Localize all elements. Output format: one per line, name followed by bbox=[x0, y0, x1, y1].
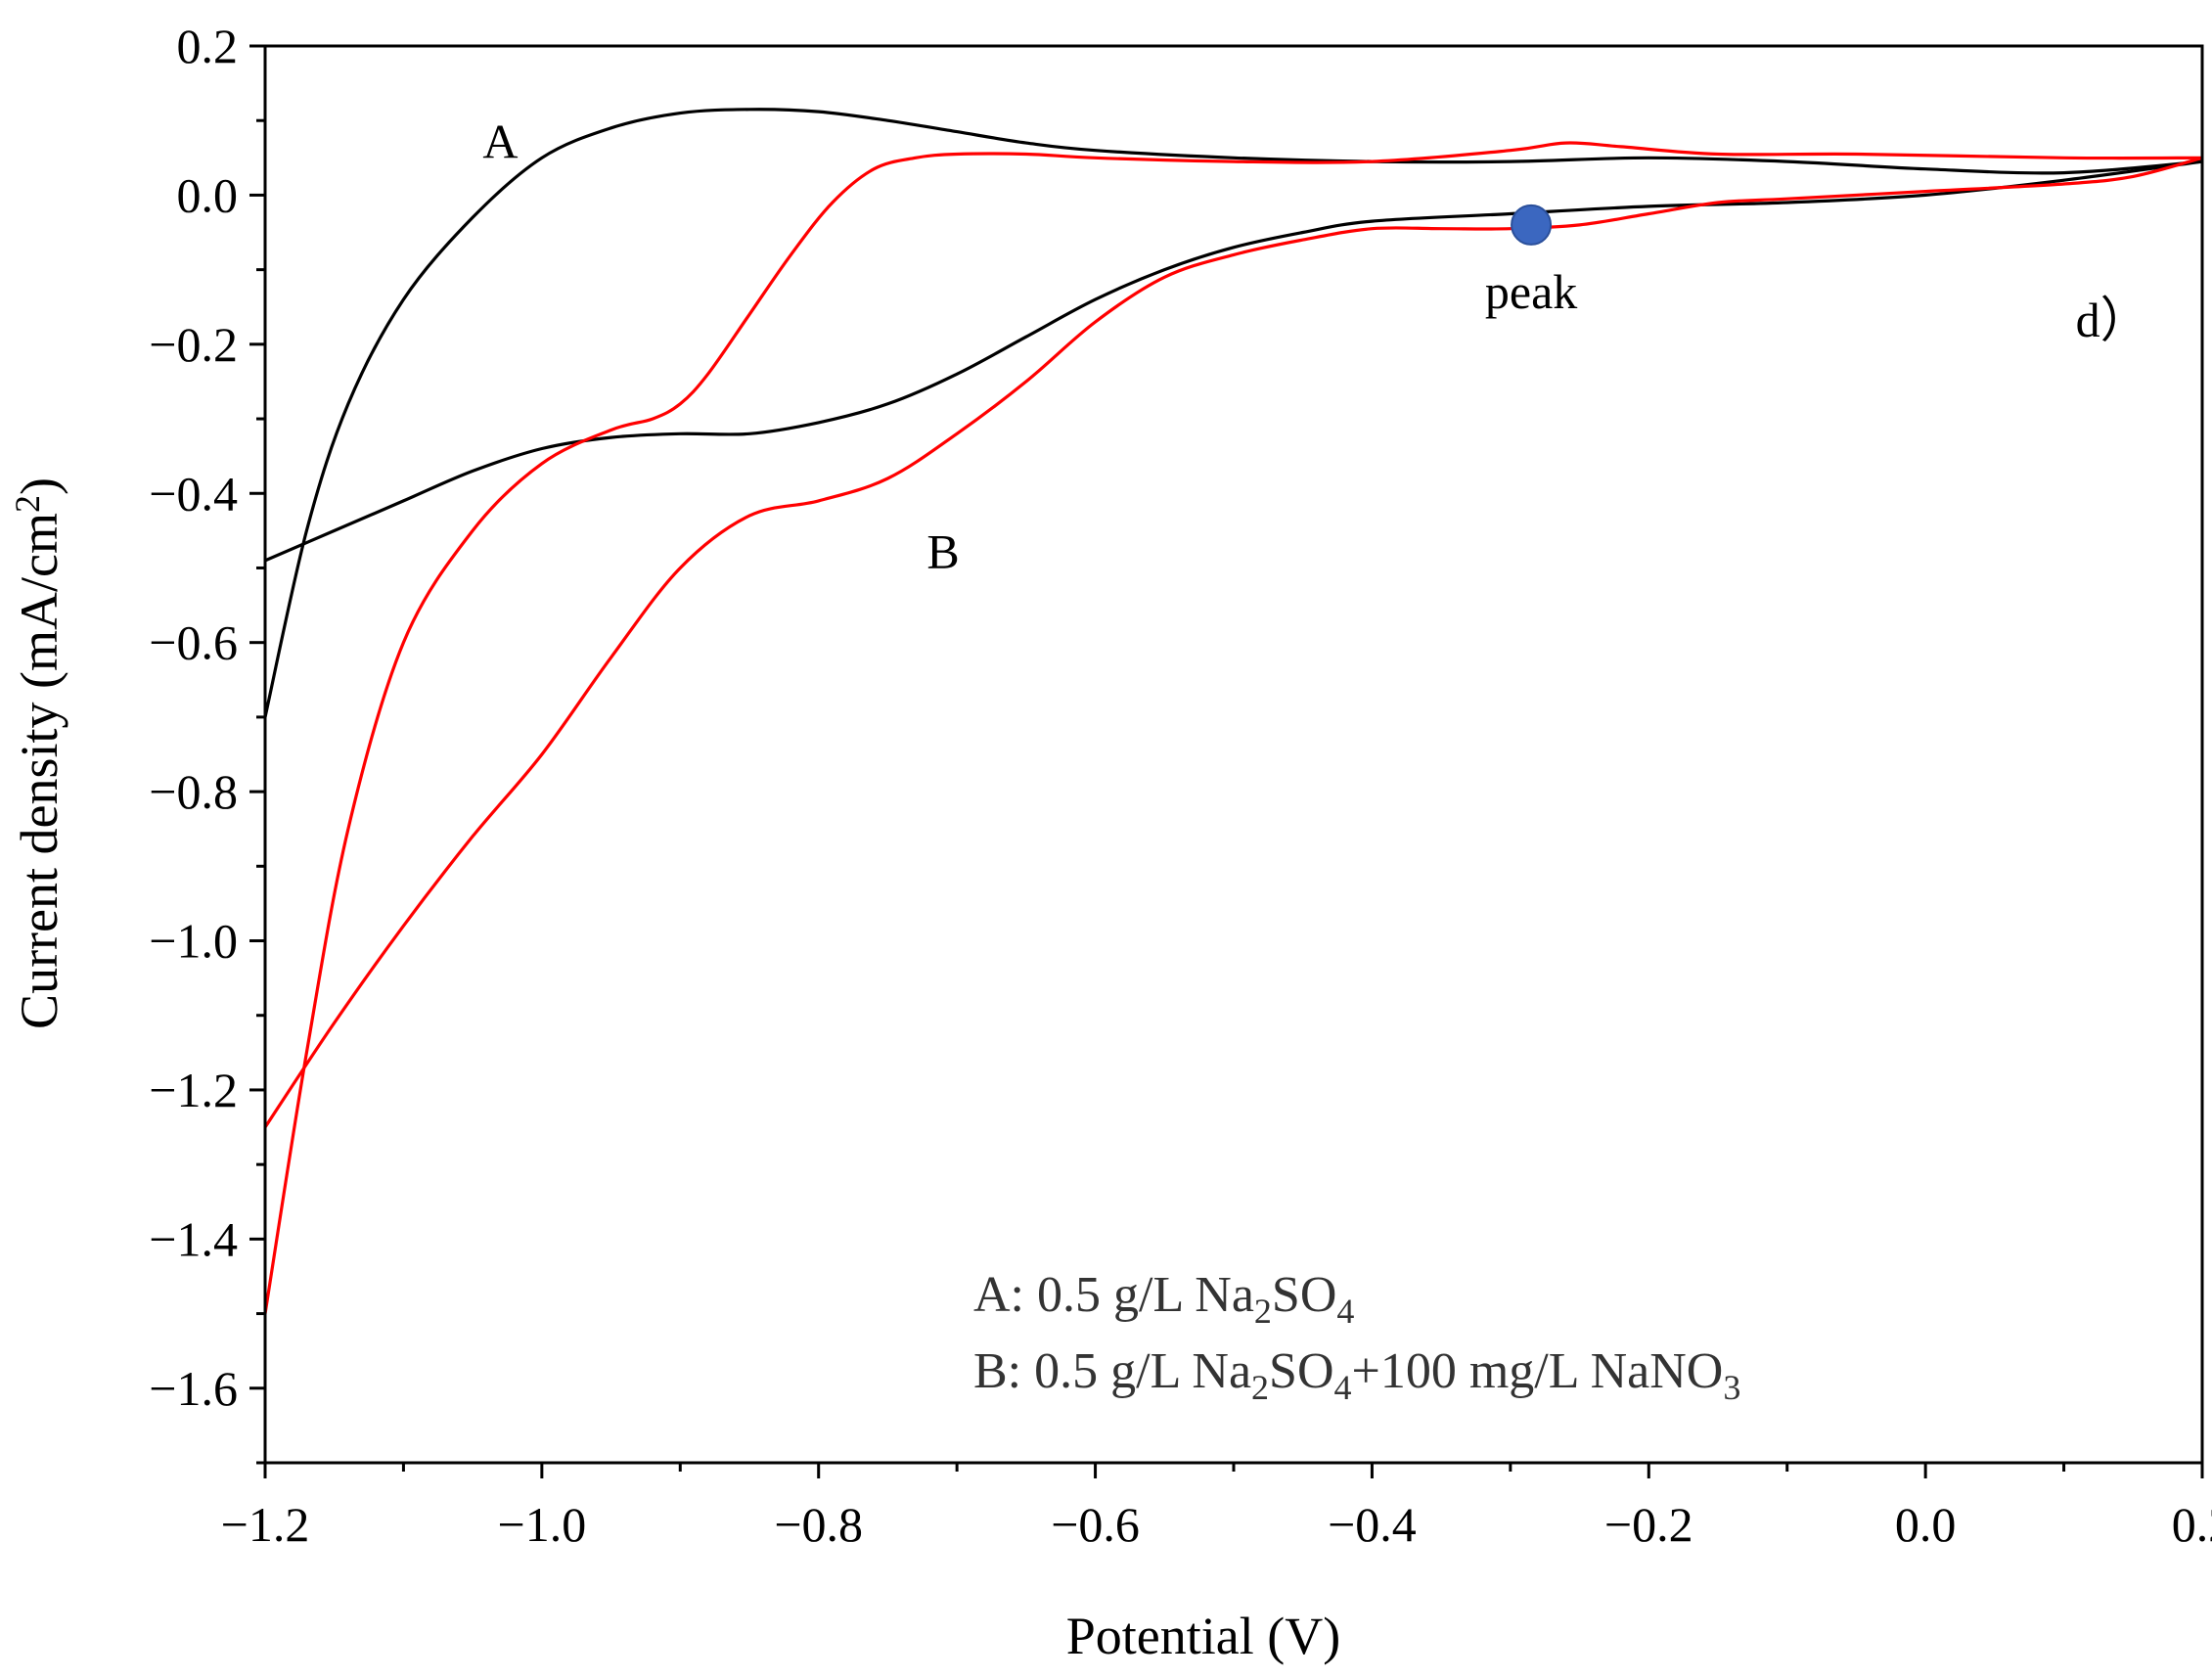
legend-subscript: 2 bbox=[1251, 1368, 1269, 1407]
legend-text-part: SO bbox=[1269, 1343, 1333, 1399]
legend-subscript: 4 bbox=[1334, 1368, 1352, 1407]
y-axis-title-sup: 2 bbox=[8, 495, 47, 513]
series-B-line-reverse bbox=[265, 156, 2202, 1129]
x-tick-label: −0.2 bbox=[1604, 1497, 1693, 1552]
x-tick-label: −0.8 bbox=[774, 1497, 863, 1552]
x-tick-label: −0.6 bbox=[1051, 1497, 1140, 1552]
y-tick-label: 0.0 bbox=[177, 167, 239, 222]
curve-label-annotation: d） bbox=[2076, 293, 2149, 347]
series-A-line-reverse bbox=[265, 159, 2202, 563]
y-tick-label: −0.6 bbox=[149, 615, 238, 670]
tick-layer: −1.2 −1.0 −0.8 −0.6 −0.4 −0.2 0.0 0.2 0.2 0.0 −0.2… bbox=[149, 19, 2212, 1552]
curve-label-annotation: B bbox=[926, 523, 959, 578]
y-tick-label: −0.4 bbox=[149, 466, 238, 521]
peak-label: peak bbox=[1485, 264, 1577, 319]
series-B-line-forward bbox=[265, 141, 2202, 1316]
y-axis-title-main: Current density (mA/cm bbox=[10, 513, 68, 1029]
x-tick-label: 0.2 bbox=[2172, 1497, 2212, 1552]
y-tick-label: −1.0 bbox=[149, 914, 238, 969]
x-tick-label: 0.0 bbox=[1895, 1497, 1957, 1552]
y-axis-title: Current density (mA/cm2) bbox=[8, 477, 68, 1029]
y-tick-label: −1.2 bbox=[149, 1063, 238, 1117]
annotation-layer: A Bd） peak bbox=[482, 113, 2148, 578]
x-tick-label: −0.4 bbox=[1328, 1497, 1417, 1552]
x-axis-title: Potential (V) bbox=[1066, 1607, 1340, 1665]
y-tick-label: −1.6 bbox=[149, 1361, 238, 1416]
x-tick-label: −1.0 bbox=[498, 1497, 587, 1552]
y-axis-title-close: ) bbox=[10, 477, 68, 495]
series-layer bbox=[265, 108, 2202, 1316]
legend-text-part: A: 0.5 g/L Na bbox=[973, 1267, 1254, 1323]
y-tick-label: 0.2 bbox=[177, 19, 239, 73]
legend-subscript: 3 bbox=[1723, 1368, 1740, 1407]
y-tick-label: −1.4 bbox=[149, 1211, 238, 1266]
legend-text-part: B: 0.5 g/L Na bbox=[973, 1343, 1251, 1399]
peak-marker bbox=[1511, 204, 1553, 246]
y-tick-label: −0.2 bbox=[149, 317, 238, 372]
legend-text-part: SO bbox=[1272, 1267, 1336, 1323]
legend-subscript: 2 bbox=[1254, 1292, 1272, 1331]
legend-subscript: 4 bbox=[1336, 1292, 1354, 1331]
legend-entry-B: B: 0.5 g/L Na2SO4+100 mg/L NaNO3 bbox=[973, 1343, 1740, 1407]
curve-label-annotation: A bbox=[482, 113, 518, 168]
series-A-line-forward bbox=[265, 108, 2202, 719]
x-tick-label: −1.2 bbox=[221, 1497, 310, 1552]
y-tick-label: −0.8 bbox=[149, 764, 238, 819]
legend-entry-A: A: 0.5 g/L Na2SO4 bbox=[973, 1267, 1354, 1331]
legend-text-part: +100 mg/L NaNO bbox=[1352, 1343, 1724, 1399]
